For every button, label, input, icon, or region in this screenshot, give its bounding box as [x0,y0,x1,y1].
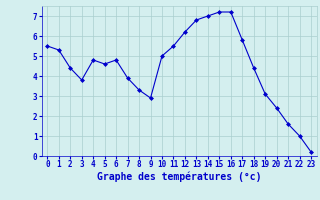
X-axis label: Graphe des températures (°c): Graphe des températures (°c) [97,172,261,182]
